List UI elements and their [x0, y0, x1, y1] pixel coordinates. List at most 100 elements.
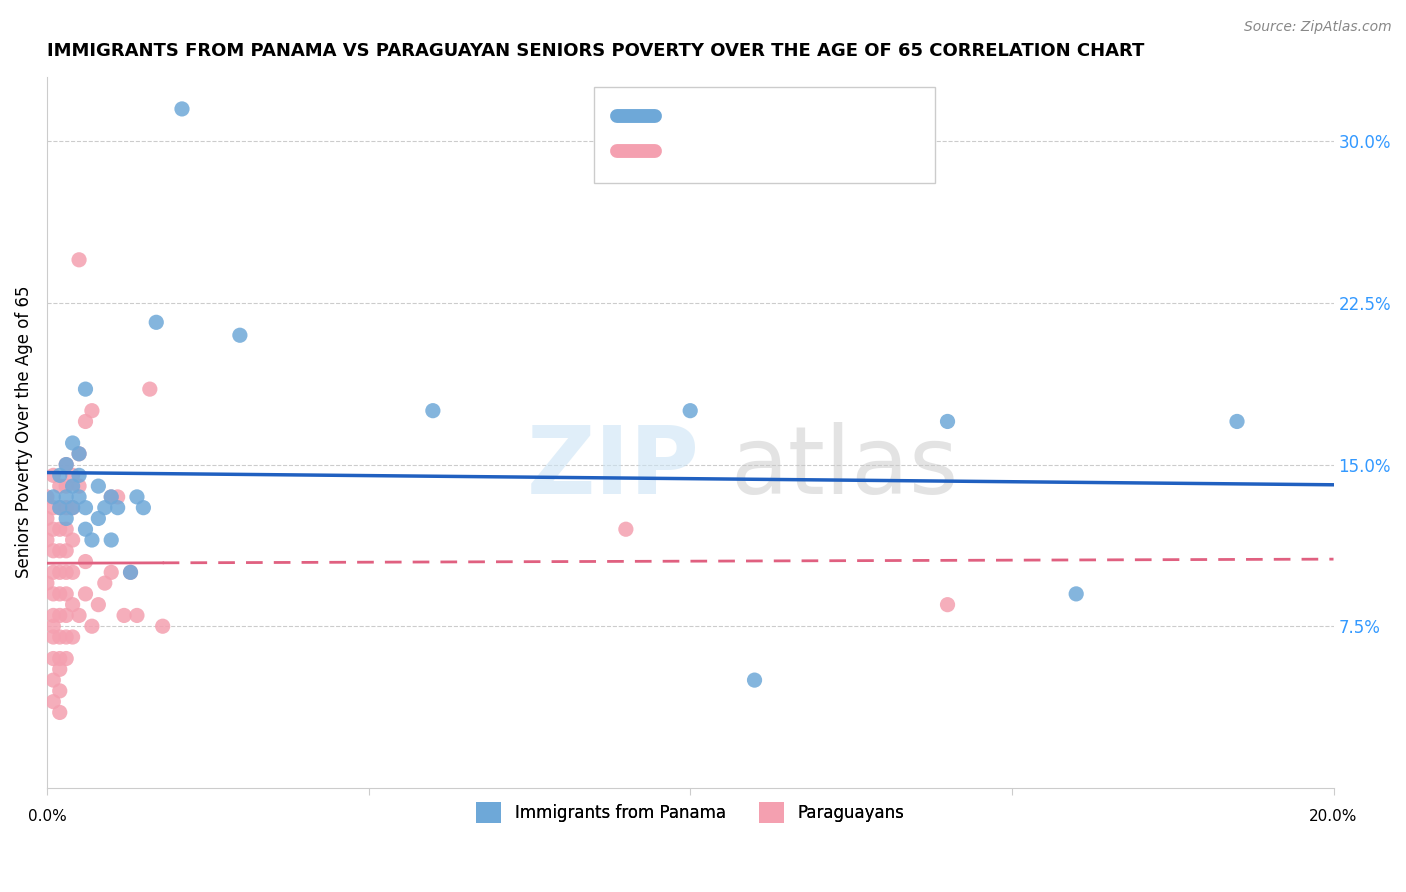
Point: [49, 479, 72, 493]
Point: [75, 555, 97, 569]
Point: [62, 630, 84, 644]
Point: [49, 500, 72, 515]
Point: [67, 479, 90, 493]
Point: [42, 522, 65, 536]
Point: [87, 598, 110, 612]
Point: [75, 500, 97, 515]
Point: [139, 382, 162, 396]
Point: [62, 436, 84, 450]
Point: [55, 651, 77, 665]
Point: [55, 543, 77, 558]
Point: [35, 576, 58, 591]
Point: [55, 566, 77, 580]
Point: [936, 598, 959, 612]
Text: ZIP: ZIP: [527, 422, 699, 514]
Point: [936, 414, 959, 428]
Text: N = 29: N = 29: [797, 105, 860, 123]
Point: [107, 500, 129, 515]
Point: [42, 651, 65, 665]
Point: [744, 673, 766, 687]
Point: [120, 566, 142, 580]
Point: [55, 511, 77, 525]
Point: [42, 566, 65, 580]
Point: [55, 522, 77, 536]
Point: [67, 447, 90, 461]
Point: [1226, 414, 1249, 428]
Point: [49, 630, 72, 644]
Point: [422, 403, 444, 417]
Point: [49, 543, 72, 558]
Point: [62, 479, 84, 493]
Point: [67, 468, 90, 483]
Point: [55, 458, 77, 472]
Point: [55, 608, 77, 623]
Point: [42, 608, 65, 623]
Point: [80, 619, 103, 633]
Point: [55, 630, 77, 644]
Point: [87, 511, 110, 525]
Point: [55, 500, 77, 515]
Point: [35, 533, 58, 547]
Point: [679, 403, 702, 417]
Text: N = 65: N = 65: [797, 141, 860, 159]
Point: [62, 533, 84, 547]
Text: atlas: atlas: [731, 422, 959, 514]
Point: [100, 566, 122, 580]
Point: [49, 587, 72, 601]
Point: [145, 315, 167, 329]
Point: [100, 533, 122, 547]
Point: [42, 619, 65, 633]
Point: [87, 479, 110, 493]
Point: [42, 500, 65, 515]
FancyBboxPatch shape: [593, 87, 935, 183]
Point: [49, 468, 72, 483]
Point: [62, 566, 84, 580]
Point: [75, 522, 97, 536]
Point: [67, 608, 90, 623]
Point: [1064, 587, 1087, 601]
Text: R = 0.336: R = 0.336: [668, 105, 759, 123]
Point: [67, 490, 90, 504]
Point: [49, 662, 72, 676]
Point: [49, 500, 72, 515]
Point: [100, 490, 122, 504]
Point: [42, 673, 65, 687]
Point: [67, 252, 90, 267]
Point: [49, 651, 72, 665]
Point: [49, 684, 72, 698]
Text: 20.0%: 20.0%: [1309, 809, 1358, 824]
Text: IMMIGRANTS FROM PANAMA VS PARAGUAYAN SENIORS POVERTY OVER THE AGE OF 65 CORRELAT: IMMIGRANTS FROM PANAMA VS PARAGUAYAN SEN…: [46, 42, 1144, 60]
Point: [75, 382, 97, 396]
Point: [100, 490, 122, 504]
Point: [35, 490, 58, 504]
Point: [112, 608, 135, 623]
Text: 0.0%: 0.0%: [28, 809, 66, 824]
Point: [75, 587, 97, 601]
Point: [152, 619, 174, 633]
Point: [49, 566, 72, 580]
Point: [80, 533, 103, 547]
Point: [49, 706, 72, 720]
Point: [55, 490, 77, 504]
Point: [125, 608, 148, 623]
Point: [94, 500, 117, 515]
Point: [49, 522, 72, 536]
Point: [120, 566, 142, 580]
Point: [614, 522, 637, 536]
Point: [67, 447, 90, 461]
Point: [229, 328, 252, 343]
Point: [62, 500, 84, 515]
Point: [62, 598, 84, 612]
Point: [42, 630, 65, 644]
Point: [94, 576, 117, 591]
Point: [35, 511, 58, 525]
Legend: Immigrants from Panama, Paraguayans: Immigrants from Panama, Paraguayans: [470, 796, 911, 830]
Point: [62, 500, 84, 515]
Point: [55, 458, 77, 472]
Point: [42, 695, 65, 709]
Point: [42, 468, 65, 483]
Y-axis label: Seniors Poverty Over the Age of 65: Seniors Poverty Over the Age of 65: [15, 286, 32, 579]
Point: [55, 479, 77, 493]
Point: [107, 490, 129, 504]
Point: [125, 490, 148, 504]
